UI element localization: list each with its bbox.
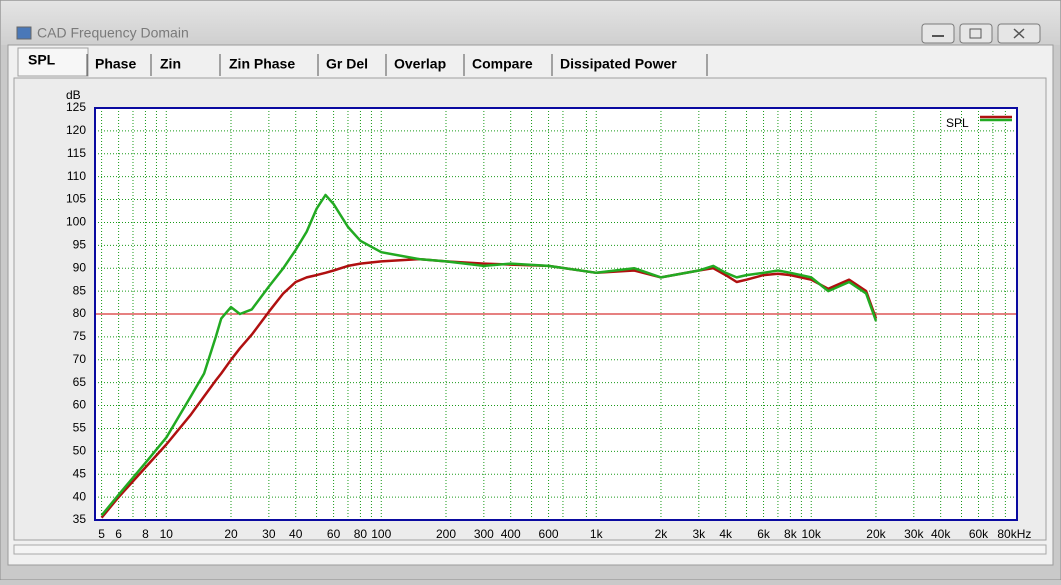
y-tick-label: 40 <box>73 489 87 503</box>
x-tick-label: 8k <box>784 527 798 541</box>
x-tick-label: 60k <box>969 527 989 541</box>
x-tick-label: 5 <box>98 527 105 541</box>
y-tick-label: 50 <box>73 444 87 458</box>
y-tick-label: 120 <box>66 123 86 137</box>
tab[interactable]: Phase <box>90 52 152 76</box>
x-tick-label: 40k <box>931 527 951 541</box>
tab[interactable]: Gr Del <box>321 52 387 76</box>
x-tick-label: 8 <box>142 527 149 541</box>
tab-background <box>321 52 387 76</box>
y-tick-label: 90 <box>73 260 87 274</box>
legend-label: SPL <box>946 116 969 130</box>
series-line <box>100 193 878 517</box>
tab[interactable]: SPL <box>17 47 89 77</box>
plot-border <box>94 107 1018 521</box>
tab-background <box>224 52 319 76</box>
tab[interactable]: Dissipated Power <box>555 52 708 76</box>
tab-background <box>17 47 89 77</box>
x-tick-label: 10 <box>160 527 174 541</box>
tab-label: Dissipated Power <box>560 56 677 72</box>
y-tick-label: 105 <box>66 192 86 206</box>
scrollbar <box>13 544 1047 555</box>
x-tick-label: 3k <box>692 527 706 541</box>
minimize-button[interactable] <box>921 23 955 44</box>
y-tick-label: 35 <box>73 512 87 526</box>
x-tick-label: 20k <box>866 527 886 541</box>
title-bar <box>1 1 1060 45</box>
y-tick-label: 125 <box>66 100 86 114</box>
x-tick-label: 100 <box>371 527 391 541</box>
x-tick-label: 2k <box>655 527 669 541</box>
x-tick-label: 40 <box>289 527 303 541</box>
y-tick-label: 80 <box>73 306 87 320</box>
tab[interactable]: Overlap <box>389 52 465 76</box>
tab-strip: SPL Phase Zin Zin Phase Gr Del Overlap Compare… <box>17 47 708 77</box>
x-tick-label: 80 <box>354 527 368 541</box>
x-tick-label: 80kHz <box>997 527 1031 541</box>
tab-background <box>555 52 708 76</box>
x-tick-label: 10k <box>802 527 822 541</box>
x-tick-label: 4k <box>719 527 733 541</box>
maximize-icon <box>969 28 982 39</box>
y-tick-label: 55 <box>73 421 87 435</box>
x-tick-label: 600 <box>539 527 559 541</box>
tab-label: Gr Del <box>326 56 368 72</box>
y-tick-label: 85 <box>73 283 87 297</box>
y-tick-label: 45 <box>73 466 87 480</box>
tab-label: Phase <box>95 56 136 72</box>
x-tick-label: 300 <box>474 527 494 541</box>
x-tick-label: 30 <box>262 527 276 541</box>
y-tick-label: 115 <box>67 146 86 160</box>
tab-label: Zin Phase <box>229 56 295 72</box>
series-line <box>100 257 878 519</box>
tab-background <box>467 52 553 76</box>
x-tick-label: 1k <box>590 527 604 541</box>
y-tick-label: 60 <box>73 398 87 412</box>
window-title: CAD Frequency Domain <box>37 25 189 41</box>
x-tick-label: 400 <box>501 527 521 541</box>
chart: 3540455055606570758085909510010511011512… <box>66 88 1031 541</box>
y-tick-label: 70 <box>73 352 87 366</box>
tab-label: SPL <box>28 52 56 68</box>
x-tick-label: 30k <box>904 527 924 541</box>
tab-label: Overlap <box>394 56 446 72</box>
tab-background <box>155 52 221 76</box>
minimize-icon <box>932 35 944 37</box>
window-buttons <box>921 23 1041 44</box>
x-tick-label: 6 <box>115 527 122 541</box>
y-tick-label: 100 <box>66 215 86 229</box>
y-tick-label: 75 <box>73 329 87 343</box>
x-tick-label: 200 <box>436 527 456 541</box>
app-icon <box>16 26 32 40</box>
tab-label: Compare <box>472 56 533 72</box>
tab-background <box>389 52 465 76</box>
y-tick-label: 95 <box>73 238 87 252</box>
y-tick-label: 110 <box>67 169 86 183</box>
x-tick-label: 60 <box>327 527 341 541</box>
tab[interactable]: Zin <box>155 52 221 76</box>
tab[interactable]: Compare <box>467 52 553 76</box>
tab-background <box>90 52 152 76</box>
close-icon <box>1013 28 1025 39</box>
x-tick-label: 20 <box>224 527 238 541</box>
tab-label: Zin <box>160 56 181 72</box>
x-tick-label: 6k <box>757 527 771 541</box>
y-tick-label: 65 <box>73 375 87 389</box>
y-axis-label: dB <box>66 88 81 102</box>
maximize-button[interactable] <box>959 23 993 44</box>
tab[interactable]: Zin Phase <box>224 52 319 76</box>
